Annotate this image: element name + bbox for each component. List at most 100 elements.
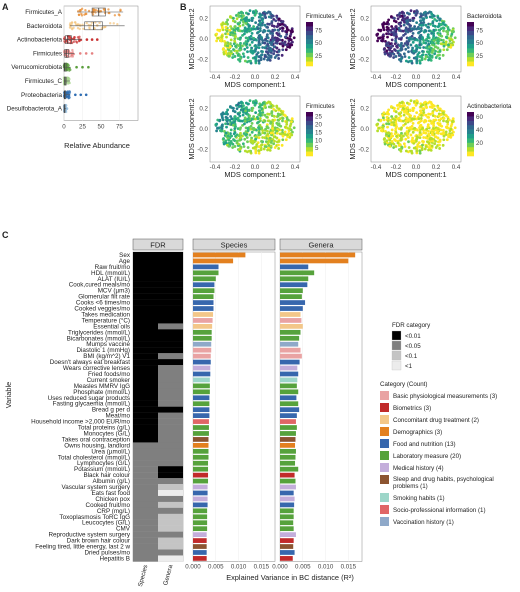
panel-c-species-bar <box>193 329 212 335</box>
panel-b-point <box>424 131 428 135</box>
panel-c-species-bar <box>193 448 209 454</box>
panel-b-point <box>419 117 423 120</box>
panel-b-point <box>234 44 237 48</box>
panel-b-point <box>386 29 390 33</box>
panel-b-point <box>402 124 405 127</box>
panel-b-point <box>400 41 403 45</box>
panel-b-point <box>380 129 384 133</box>
panel-a-outlier <box>87 65 90 69</box>
panel-c-variable-label: Monocytes (G/L) <box>83 430 130 437</box>
panel-c-fdr-tile-genera <box>158 537 183 544</box>
panel-c-variable-label: Chicken pox <box>95 496 131 503</box>
panel-b-point <box>415 99 419 103</box>
panel-b-point <box>407 36 411 40</box>
panel-b-point <box>399 29 403 33</box>
panel-b-point <box>385 25 389 29</box>
panel-b-point <box>394 145 398 148</box>
panel-b-point <box>433 135 437 139</box>
panel-a-point <box>85 21 88 25</box>
panel-b-x-tick-label: 0.4 <box>291 164 300 171</box>
panel-b-point <box>419 21 423 25</box>
panel-b-colorbar-tick: 50 <box>476 40 483 47</box>
panel-b-point <box>388 141 392 145</box>
panel-c-variable-label: Mumps vaccine <box>86 341 130 348</box>
panel-b-point <box>241 142 245 146</box>
panel-b-point <box>447 118 451 122</box>
panel-c-fdr-tile-genera <box>158 353 183 360</box>
panel-b-point <box>430 144 434 148</box>
panel-b-point <box>415 9 419 13</box>
panel-c-species-bar <box>193 538 207 543</box>
panel-b-x-tick-label: -0.2 <box>391 164 402 171</box>
panel-c-genera-bar <box>280 383 297 389</box>
panel-b-point <box>215 129 218 133</box>
panel-a-x-tick-label: 75 <box>116 123 123 130</box>
panel-b-point <box>275 106 279 109</box>
panel-b-point <box>432 124 436 128</box>
panel-b-point <box>439 27 443 31</box>
panel-b-x-tick-label: 0.2 <box>271 164 280 171</box>
panel-c-fdr-tile-species <box>133 495 158 503</box>
panel-b-point <box>227 138 231 142</box>
panel-b-point <box>404 29 408 33</box>
panel-b-point <box>231 146 235 149</box>
panel-b-point <box>405 112 409 115</box>
panel-b-point <box>387 32 391 36</box>
panel-a-point <box>116 22 119 26</box>
panel-b-point <box>257 133 261 137</box>
panel-b-point <box>377 36 381 40</box>
panel-c-fdr-tile-genera <box>158 543 183 550</box>
panel-b-point <box>429 148 433 152</box>
panel-b-point <box>236 26 240 30</box>
panel-b-point <box>278 23 282 27</box>
panel-b-point <box>385 41 389 45</box>
panel-c-x-tick-label: 0.015 <box>341 563 357 570</box>
panel-b-point <box>276 24 280 28</box>
panel-c-fdr-tile-species <box>133 394 158 401</box>
panel-b-point <box>379 118 383 122</box>
panel-b-point <box>265 35 269 39</box>
panel-a-outlier <box>81 65 84 69</box>
panel-b-colorbar-tick: 25 <box>315 53 322 60</box>
panel-b-point <box>404 119 408 123</box>
panel-b-point <box>419 104 423 108</box>
panel-b-point <box>397 116 401 120</box>
panel-b-point <box>254 21 258 25</box>
panel-c-fdr-tile-genera <box>158 305 183 312</box>
panel-b-point <box>430 102 434 106</box>
panel-b-point <box>383 142 387 146</box>
panel-b-point <box>251 49 255 53</box>
panel-b-point <box>429 58 433 62</box>
panel-b-point <box>413 36 417 40</box>
panel-b-colorbar-segment <box>306 125 313 130</box>
panel-b-point <box>426 35 430 39</box>
panel-b-point <box>288 127 292 131</box>
panel-b-point <box>415 101 419 105</box>
panel-c-species-bar <box>193 324 213 329</box>
panel-b-point <box>269 102 273 106</box>
panel-b-point <box>258 111 262 115</box>
panel-b-point <box>251 106 255 110</box>
panel-c-fdr-tile-species <box>133 359 158 366</box>
panel-c-variable-label: Black hair colour <box>83 472 130 479</box>
panel-b-point <box>406 16 409 19</box>
panel-b-point <box>247 12 250 16</box>
panel-b-point <box>386 35 389 39</box>
panel-b-point <box>389 118 393 122</box>
panel-b-point <box>243 116 247 120</box>
panel-b-colorbar-segment <box>467 142 474 148</box>
panel-b-point <box>438 17 442 21</box>
panel-b-point <box>437 118 441 122</box>
panel-b-point <box>415 117 419 121</box>
panel-c-fdr-tile-genera <box>158 472 183 479</box>
panel-c-fdr-tile-genera <box>158 311 183 318</box>
panel-b-point <box>245 136 249 139</box>
fdr-legend-swatch <box>391 360 402 371</box>
panel-b-point <box>263 145 267 148</box>
panel-b-x-tick-label: 0.2 <box>432 74 441 81</box>
panel-c-genera-bar <box>280 395 297 401</box>
panel-b-point <box>226 122 230 126</box>
panel-b-point <box>281 48 285 52</box>
panel-c-species-bar <box>193 502 208 508</box>
